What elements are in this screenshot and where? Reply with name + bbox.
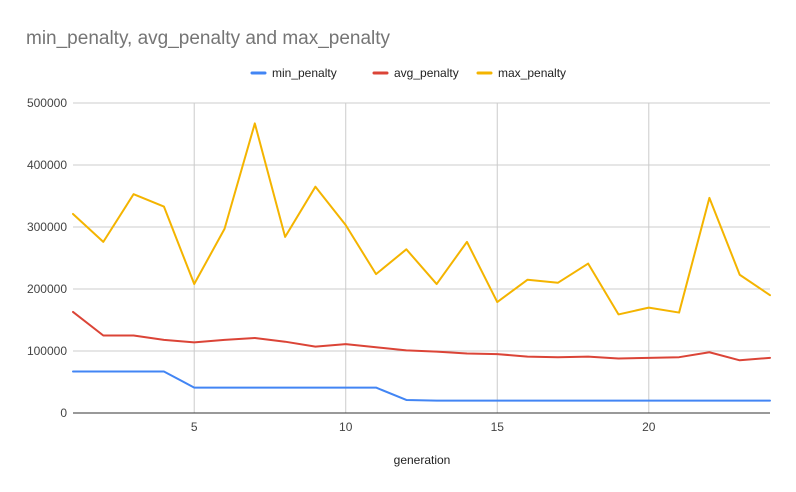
legend-label: min_penalty bbox=[272, 66, 337, 80]
series-line-max_penalty bbox=[72, 122, 771, 316]
legend-label: max_penalty bbox=[498, 66, 566, 80]
legend-label: avg_penalty bbox=[394, 66, 459, 80]
chart-title: min_penalty, avg_penalty and max_penalty bbox=[26, 28, 391, 49]
y-tick-label: 400000 bbox=[27, 158, 67, 172]
legend: min_penalty avg_penalty max_penalty bbox=[250, 66, 566, 80]
series-layer bbox=[72, 122, 771, 402]
y-tick-label: 300000 bbox=[27, 220, 67, 234]
y-tick-label: 500000 bbox=[27, 96, 67, 110]
legend-item-min_penalty: min_penalty bbox=[250, 66, 337, 80]
x-tick-label: 20 bbox=[642, 420, 656, 434]
x-axis-title: generation bbox=[394, 453, 451, 467]
series-line-min_penalty bbox=[72, 370, 771, 402]
y-tick-label: 200000 bbox=[27, 282, 67, 296]
x-tick-label: 15 bbox=[491, 420, 505, 434]
y-axis-ticks: 0 100000 200000 300000 400000 500000 bbox=[27, 96, 67, 420]
x-axis-ticks: 5 10 15 20 bbox=[191, 420, 656, 434]
series-line-avg_penalty bbox=[72, 310, 771, 362]
y-tick-label: 100000 bbox=[27, 344, 67, 358]
x-tick-label: 5 bbox=[191, 420, 198, 434]
legend-item-avg_penalty: avg_penalty bbox=[372, 66, 459, 80]
legend-item-max_penalty: max_penalty bbox=[476, 66, 566, 80]
y-tick-label: 0 bbox=[60, 406, 67, 420]
gridlines bbox=[73, 102, 770, 413]
x-tick-label: 10 bbox=[339, 420, 353, 434]
